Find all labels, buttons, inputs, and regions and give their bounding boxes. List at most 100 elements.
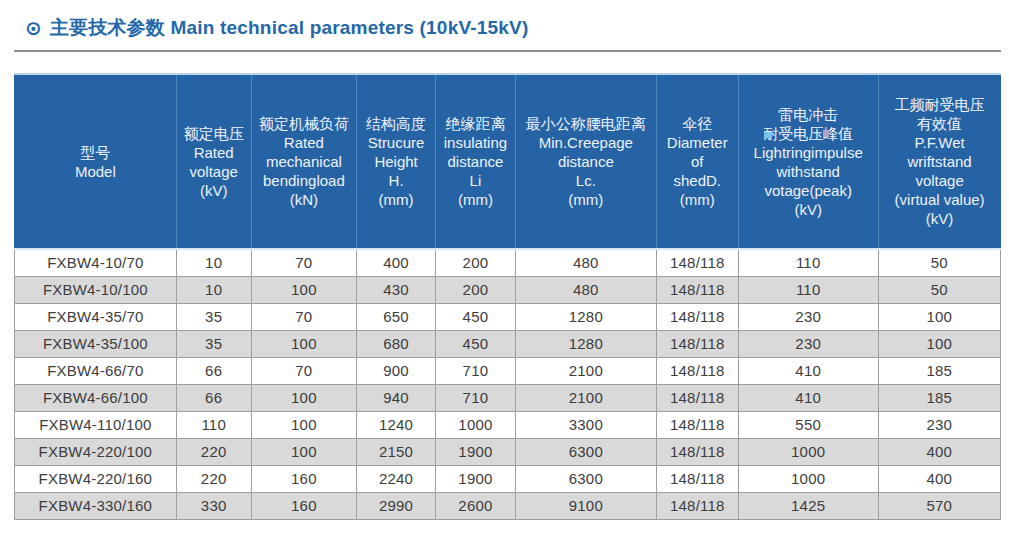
value-cell: 50 bbox=[878, 249, 1000, 276]
catalog-page-section: ⊙ 主要技术参数 Main technical parameters (10kV… bbox=[0, 0, 1009, 520]
value-cell: 1900 bbox=[436, 465, 516, 492]
table-row: FXBW4-10/10010100430200480148/11811050 bbox=[15, 276, 1001, 303]
value-cell: 230 bbox=[878, 411, 1000, 438]
value-cell: 100 bbox=[878, 303, 1000, 330]
value-cell: 710 bbox=[436, 357, 516, 384]
model-cell: FXBW4-10/70 bbox=[15, 249, 177, 276]
value-cell: 400 bbox=[878, 438, 1000, 465]
value-cell: 2100 bbox=[515, 357, 656, 384]
value-cell: 1425 bbox=[738, 492, 878, 519]
table-row: FXBW4-110/100110100124010003300148/11855… bbox=[15, 411, 1001, 438]
value-cell: 70 bbox=[251, 249, 357, 276]
column-header-shed-diameter: 伞径 Diameter of shedD. (mm) bbox=[656, 74, 738, 249]
value-cell: 220 bbox=[176, 465, 251, 492]
value-cell: 35 bbox=[176, 303, 251, 330]
value-cell: 430 bbox=[357, 276, 436, 303]
table-row: FXBW4-66/7066709007102100148/118410185 bbox=[15, 357, 1001, 384]
title-divider bbox=[14, 50, 1001, 52]
value-cell: 450 bbox=[436, 303, 516, 330]
value-cell: 100 bbox=[878, 330, 1000, 357]
model-cell: FXBW4-35/100 bbox=[15, 330, 177, 357]
value-cell: 200 bbox=[436, 276, 516, 303]
value-cell: 148/118 bbox=[656, 357, 738, 384]
value-cell: 110 bbox=[738, 276, 878, 303]
value-cell: 400 bbox=[878, 465, 1000, 492]
table-row: FXBW4-35/100351006804501280148/118230100 bbox=[15, 330, 1001, 357]
column-header-lightning-impulse: 雷电冲击 耐受电压峰值 Lightringimpulse withstand v… bbox=[738, 74, 878, 249]
value-cell: 148/118 bbox=[656, 384, 738, 411]
value-cell: 148/118 bbox=[656, 303, 738, 330]
value-cell: 3300 bbox=[515, 411, 656, 438]
value-cell: 66 bbox=[176, 384, 251, 411]
column-header-rated-voltage: 额定电压 Rated voltage (kV) bbox=[176, 74, 251, 249]
column-header-model: 型号 Model bbox=[15, 74, 177, 249]
value-cell: 100 bbox=[251, 330, 357, 357]
value-cell: 220 bbox=[176, 438, 251, 465]
value-cell: 1240 bbox=[357, 411, 436, 438]
value-cell: 100 bbox=[251, 411, 357, 438]
model-cell: FXBW4-66/100 bbox=[15, 384, 177, 411]
value-cell: 230 bbox=[738, 303, 878, 330]
value-cell: 185 bbox=[878, 357, 1000, 384]
table-row: FXBW4-220/100220100215019006300148/11810… bbox=[15, 438, 1001, 465]
value-cell: 100 bbox=[251, 384, 357, 411]
value-cell: 650 bbox=[357, 303, 436, 330]
value-cell: 2100 bbox=[515, 384, 656, 411]
value-cell: 148/118 bbox=[656, 276, 738, 303]
value-cell: 410 bbox=[738, 384, 878, 411]
value-cell: 900 bbox=[357, 357, 436, 384]
value-cell: 6300 bbox=[515, 438, 656, 465]
value-cell: 70 bbox=[251, 357, 357, 384]
value-cell: 1000 bbox=[738, 438, 878, 465]
value-cell: 230 bbox=[738, 330, 878, 357]
column-header-pf-wet-withstand: 工频耐受电压 有效值 P.F.Wet wriftstand voltage (v… bbox=[878, 74, 1000, 249]
value-cell: 148/118 bbox=[656, 438, 738, 465]
value-cell: 400 bbox=[357, 249, 436, 276]
value-cell: 480 bbox=[515, 249, 656, 276]
value-cell: 710 bbox=[436, 384, 516, 411]
value-cell: 940 bbox=[357, 384, 436, 411]
value-cell: 148/118 bbox=[656, 330, 738, 357]
value-cell: 160 bbox=[251, 492, 357, 519]
value-cell: 160 bbox=[251, 465, 357, 492]
technical-parameters-table: 型号 Model额定电压 Rated voltage (kV)额定机械负荷 Ra… bbox=[14, 73, 1001, 520]
value-cell: 148/118 bbox=[656, 492, 738, 519]
table-row: FXBW4-35/7035706504501280148/118230100 bbox=[15, 303, 1001, 330]
value-cell: 450 bbox=[436, 330, 516, 357]
table-row: FXBW4-220/160220160224019006300148/11810… bbox=[15, 465, 1001, 492]
value-cell: 330 bbox=[176, 492, 251, 519]
value-cell: 570 bbox=[878, 492, 1000, 519]
model-cell: FXBW4-10/100 bbox=[15, 276, 177, 303]
value-cell: 1900 bbox=[436, 438, 516, 465]
value-cell: 2990 bbox=[357, 492, 436, 519]
value-cell: 2240 bbox=[357, 465, 436, 492]
value-cell: 1000 bbox=[738, 465, 878, 492]
value-cell: 1280 bbox=[515, 303, 656, 330]
value-cell: 410 bbox=[738, 357, 878, 384]
circled-dot-icon: ⊙ bbox=[25, 18, 42, 38]
value-cell: 2150 bbox=[357, 438, 436, 465]
column-header-structure-height: 结构高度 Strucure Height H. (mm) bbox=[357, 74, 436, 249]
model-cell: FXBW4-330/160 bbox=[15, 492, 177, 519]
table-body: FXBW4-10/701070400200480148/11811050FXBW… bbox=[15, 249, 1001, 519]
table-header-row: 型号 Model额定电压 Rated voltage (kV)额定机械负荷 Ra… bbox=[15, 74, 1001, 249]
model-cell: FXBW4-66/70 bbox=[15, 357, 177, 384]
column-header-bending-load: 额定机械负荷 Rated mechanical bendingload (kN) bbox=[251, 74, 357, 249]
model-cell: FXBW4-220/160 bbox=[15, 465, 177, 492]
value-cell: 185 bbox=[878, 384, 1000, 411]
table-row: FXBW4-66/100661009407102100148/118410185 bbox=[15, 384, 1001, 411]
value-cell: 6300 bbox=[515, 465, 656, 492]
value-cell: 480 bbox=[515, 276, 656, 303]
table-header: 型号 Model额定电压 Rated voltage (kV)额定机械负荷 Ra… bbox=[15, 74, 1001, 249]
value-cell: 10 bbox=[176, 276, 251, 303]
page-title: 主要技术参数 Main technical parameters (10kV-1… bbox=[50, 15, 529, 41]
model-cell: FXBW4-35/70 bbox=[15, 303, 177, 330]
value-cell: 680 bbox=[357, 330, 436, 357]
value-cell: 550 bbox=[738, 411, 878, 438]
value-cell: 10 bbox=[176, 249, 251, 276]
value-cell: 50 bbox=[878, 276, 1000, 303]
value-cell: 2600 bbox=[436, 492, 516, 519]
value-cell: 100 bbox=[251, 438, 357, 465]
table-row: FXBW4-330/160330160299026009100148/11814… bbox=[15, 492, 1001, 519]
value-cell: 110 bbox=[738, 249, 878, 276]
